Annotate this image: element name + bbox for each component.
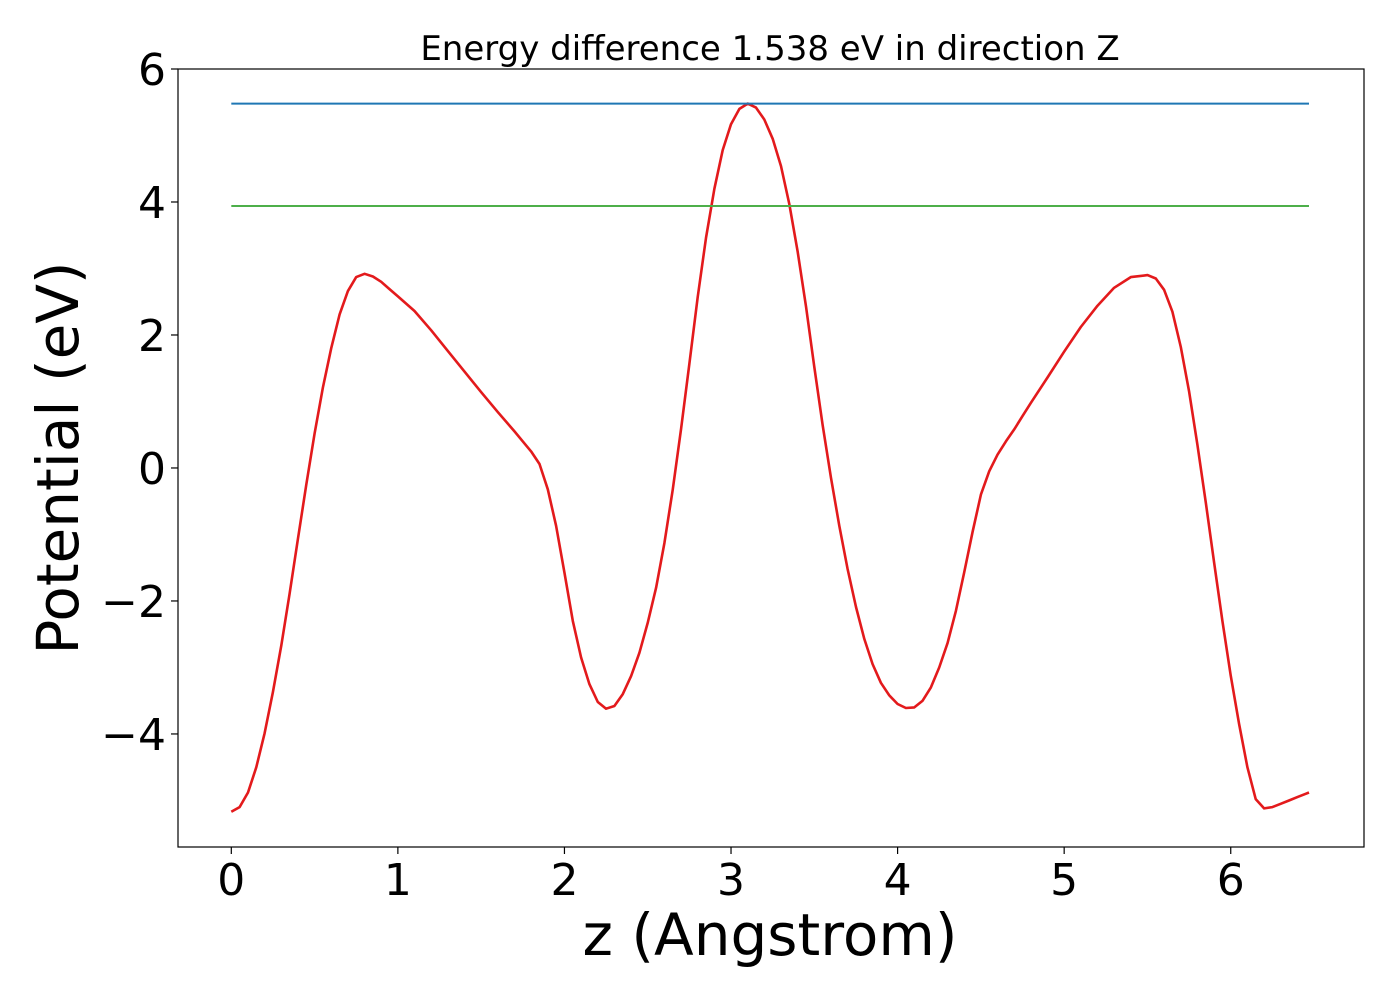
plot-frame xyxy=(177,68,1365,848)
y-tick-label: −4 xyxy=(101,710,166,761)
x-tick-label: 6 xyxy=(1217,855,1245,906)
y-tick-label: 2 xyxy=(138,311,166,362)
y-tick-label: 6 xyxy=(138,45,166,96)
x-tick-label: 0 xyxy=(217,855,245,906)
x-tick-label: 1 xyxy=(384,855,412,906)
x-tick-label: 4 xyxy=(884,855,912,906)
chart-title: Energy difference 1.538 eV in direction … xyxy=(420,29,1119,69)
series-line-potential-curve xyxy=(230,102,1310,813)
y-tick-label: −2 xyxy=(101,577,166,628)
x-axis-title: z (Angstrom) xyxy=(583,901,958,969)
x-axis: 0 1 2 3 4 5 6 xyxy=(217,847,1245,906)
y-axis-title: Potential (eV) xyxy=(24,261,92,654)
x-tick-label: 3 xyxy=(717,855,745,906)
y-axis: −4 −2 0 2 4 6 xyxy=(101,45,178,761)
x-tick-label: 5 xyxy=(1050,855,1078,906)
x-tick-label: 2 xyxy=(550,855,578,906)
y-tick-label: 0 xyxy=(138,444,166,495)
plot-area xyxy=(230,102,1310,813)
y-tick-label: 4 xyxy=(138,178,166,229)
